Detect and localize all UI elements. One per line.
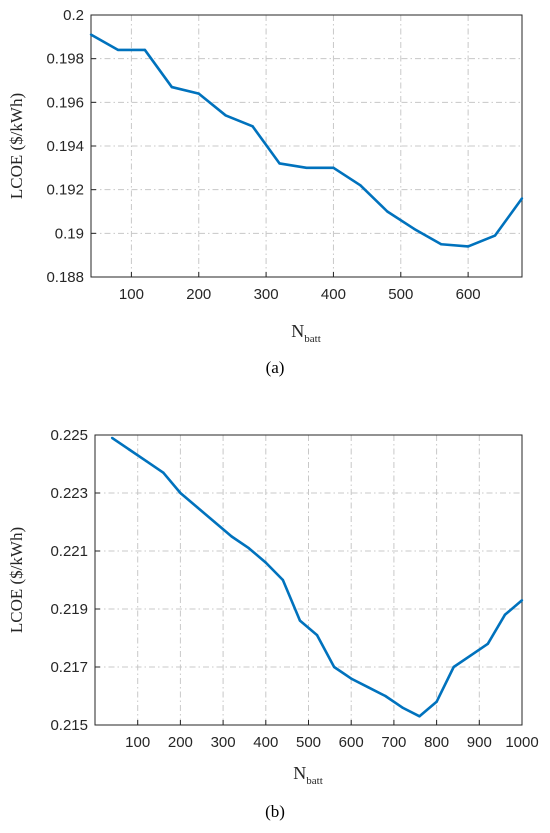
y-tick-label: 0.196 [46, 94, 84, 111]
data-point [298, 619, 302, 622]
data-point [170, 85, 174, 89]
y-tick-label: 0.215 [50, 717, 88, 734]
data-point [196, 506, 199, 509]
y-tick-label: 0.225 [50, 427, 88, 444]
x-tick-label: 800 [424, 734, 449, 751]
data-point [520, 197, 524, 200]
data-point [486, 642, 490, 645]
data-point [315, 633, 319, 637]
x-axis-label: Nbatt [291, 321, 321, 345]
x-tick-label: 400 [321, 286, 346, 303]
x-tick-label: 1000 [505, 734, 538, 751]
x-axis-label-subscript: batt [306, 775, 323, 787]
data-point [264, 561, 267, 564]
x-tick-label: 700 [381, 734, 406, 751]
x-axis-label-main: N [293, 763, 306, 783]
x-tick-label: 200 [186, 286, 211, 303]
data-point [224, 114, 227, 117]
x-axis-label-main: N [291, 321, 304, 341]
data-point [145, 459, 148, 463]
x-tick-label: 100 [125, 734, 150, 751]
x-tick-label: 300 [254, 286, 279, 303]
x-tick-label: 100 [119, 286, 144, 303]
data-point [503, 613, 507, 616]
data-point [439, 243, 443, 246]
data-point [466, 245, 470, 248]
y-tick-label: 0.198 [46, 51, 84, 68]
y-axis-label: LCOE ($/kWh) [7, 527, 26, 633]
data-point [367, 686, 370, 689]
data-point [179, 491, 182, 495]
panel-b: 100 200 300 400 500 600 700 800 900 1000 0.215 0.21… [7, 427, 539, 821]
panel-caption: (b) [265, 802, 285, 821]
y-tick-label: 0.221 [50, 543, 88, 560]
y-tick-label: 0.192 [46, 182, 84, 199]
data-point [278, 162, 281, 165]
panel-a: 100 200 300 400 500 600 0.188 0.19 0.192 0.194 0.1… [7, 7, 524, 377]
data-point [116, 48, 120, 52]
data-point [418, 715, 421, 718]
x-tick-label: 200 [168, 734, 193, 751]
data-point [413, 227, 416, 231]
data-point [384, 694, 387, 698]
data-point [143, 48, 147, 52]
x-tick-label: 900 [467, 734, 492, 751]
y-tick-label: 0.194 [46, 138, 84, 155]
data-point [469, 654, 472, 657]
data-point [350, 677, 353, 680]
x-tick-label: 400 [253, 734, 278, 751]
x-tick-label: 600 [456, 286, 481, 303]
data-point [213, 520, 216, 524]
y-tick-label: 0.188 [46, 269, 84, 286]
x-axis-label: Nbatt [293, 763, 323, 787]
data-point [127, 448, 131, 451]
data-point [305, 166, 308, 170]
series-line [111, 436, 523, 718]
data-point [401, 706, 404, 709]
data-point [162, 471, 165, 474]
data-point [520, 599, 524, 602]
data-point [359, 184, 362, 187]
data-point [197, 92, 200, 95]
y-tick-label: 0.19 [55, 225, 84, 242]
x-tick-label: 500 [388, 286, 413, 303]
data-point [386, 210, 389, 213]
data-point [281, 578, 285, 582]
data-point [247, 546, 250, 550]
data-point [435, 700, 438, 703]
x-tick-label: 600 [339, 734, 364, 751]
y-tick-label: 0.2 [63, 7, 84, 24]
x-axis-label-subscript: batt [304, 333, 321, 345]
data-point [332, 166, 335, 170]
series-line [90, 33, 524, 248]
data-point [89, 33, 93, 36]
x-tick-label: 300 [211, 734, 236, 751]
y-tick-label: 0.219 [50, 601, 88, 618]
x-tick-label: 500 [296, 734, 321, 751]
data-point [493, 234, 497, 237]
data-point [110, 436, 114, 440]
data-point [452, 665, 455, 669]
data-point [251, 125, 254, 128]
y-tick-label: 0.223 [50, 485, 88, 502]
panel-caption: (a) [266, 358, 285, 377]
data-point [230, 535, 233, 538]
y-axis-label: LCOE ($/kWh) [7, 93, 26, 199]
y-tick-label: 0.217 [50, 659, 88, 676]
data-point [332, 665, 336, 669]
